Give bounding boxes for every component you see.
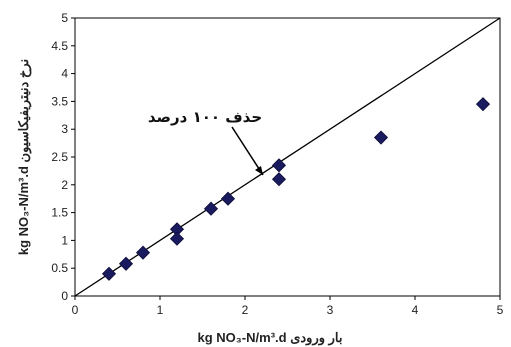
y-axis-label: kg NO₃-N/m³.d نرخ دنیتریفیکاسیون <box>16 59 32 255</box>
y-tick-label: 4.5 <box>51 39 68 53</box>
y-tick-label: 3.5 <box>51 94 68 108</box>
y-tick-label: 1 <box>61 233 68 247</box>
y-tick-label: 1.5 <box>51 206 68 220</box>
data-point <box>118 256 134 271</box>
data-point <box>203 201 219 216</box>
x-tick-label: 2 <box>242 303 249 317</box>
annotation-arrowhead <box>255 166 263 175</box>
data-point <box>475 97 491 112</box>
y-axis: 0 0.5 1 1.5 2 2.5 3 3.5 4 4.5 5 <box>51 11 75 303</box>
data-point <box>271 172 287 187</box>
data-series <box>101 97 491 281</box>
x-axis-label: kg NO₃-N/m³.d بار ورودی <box>198 330 343 346</box>
y-tick-label: 0 <box>61 289 68 303</box>
data-point <box>169 231 185 246</box>
y-tick-label: 5 <box>61 11 68 25</box>
x-tick-label: 3 <box>327 303 334 317</box>
annotation-label: حذف ۱۰۰ درصد <box>148 108 262 126</box>
y-tick-label: 2 <box>61 178 68 192</box>
annotation-arrow <box>231 126 264 176</box>
x-tick-label: 5 <box>497 303 504 317</box>
x-tick-label: 0 <box>72 303 79 317</box>
y-tick-label: 3 <box>61 122 68 136</box>
y-tick-label: 0.5 <box>51 261 68 275</box>
data-point <box>220 191 236 206</box>
data-point <box>135 245 151 260</box>
data-point <box>373 130 389 145</box>
data-point <box>271 158 287 173</box>
x-tick-label: 4 <box>412 303 419 317</box>
y-tick-label: 2.5 <box>51 150 68 164</box>
data-point <box>101 266 117 281</box>
x-axis: 0 1 2 3 4 5 <box>72 296 504 317</box>
y-tick-label: 4 <box>61 67 68 81</box>
x-tick-label: 1 <box>157 303 164 317</box>
